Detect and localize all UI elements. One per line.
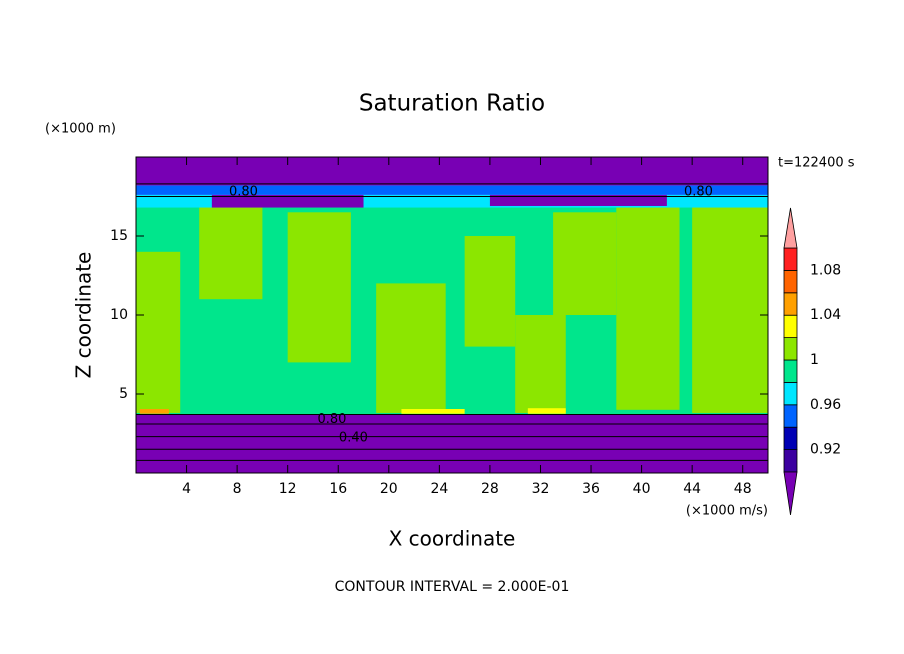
contour-region <box>527 408 566 414</box>
x-tick-label: 8 <box>233 481 242 497</box>
colorbar-tick-label: 0.96 <box>810 397 841 413</box>
y-unit: (×1000 m) <box>45 122 116 137</box>
x-tick-label: 4 <box>182 481 191 497</box>
colorbar-segment <box>783 337 798 361</box>
chart-title: Saturation Ratio <box>359 91 545 117</box>
contour-region <box>376 283 446 413</box>
x-tick-label: 48 <box>734 481 752 497</box>
contour-region <box>692 199 768 413</box>
colorbar-segment <box>783 359 798 383</box>
x-tick-label: 16 <box>329 481 347 497</box>
colorbar-tick-label: 0.92 <box>810 442 841 458</box>
colorbar-segment <box>783 381 798 406</box>
colorbar-segment <box>783 314 798 339</box>
x-tick-label: 40 <box>633 481 651 497</box>
contour-region <box>489 194 667 206</box>
colorbar-segment <box>783 449 798 473</box>
contour-region <box>553 212 617 315</box>
contour-region <box>136 185 768 195</box>
colorbar-segment <box>783 426 798 451</box>
contour-label: 0.80 <box>229 184 258 199</box>
contour-region <box>287 212 351 363</box>
x-unit: (×1000 m/s) <box>686 504 768 519</box>
x-axis-label: X coordinate <box>389 527 516 551</box>
colorbar-under <box>783 471 798 516</box>
contour-region <box>211 194 364 208</box>
colorbar-tick-label: 1.04 <box>810 307 841 323</box>
colorbar-segment <box>783 269 798 294</box>
x-tick-label: 24 <box>430 481 448 497</box>
contour-region <box>616 204 680 410</box>
colorbar-segment <box>783 404 798 428</box>
contour-label: 0.40 <box>339 431 368 446</box>
time-label: t=122400 s <box>778 156 855 171</box>
y-tick-label: 10 <box>110 307 128 323</box>
contour-region <box>136 251 181 413</box>
colorbar-tick-label: 1 <box>810 352 819 368</box>
x-tick-label: 36 <box>582 481 600 497</box>
x-tick-label: 32 <box>532 481 550 497</box>
contour-label: 0.80 <box>684 184 713 199</box>
colorbar-over <box>783 207 798 249</box>
contour-region <box>136 157 768 186</box>
contour-region <box>136 414 768 473</box>
x-tick-label: 28 <box>481 481 499 497</box>
footer: CONTOUR INTERVAL = 2.000E-01 <box>335 579 570 595</box>
y-axis-label: Z coordinate <box>72 252 96 379</box>
colorbar-tick-label: 1.08 <box>810 262 841 278</box>
contour-region <box>464 236 516 347</box>
contour-region <box>401 409 465 414</box>
contour-region <box>515 315 566 413</box>
x-tick-label: 12 <box>279 481 297 497</box>
colorbar-segment <box>783 292 798 316</box>
x-tick-label: 44 <box>683 481 701 497</box>
y-tick-label: 5 <box>119 386 128 402</box>
x-tick-label: 20 <box>380 481 398 497</box>
y-tick-label: 15 <box>110 228 128 244</box>
contour-region <box>199 201 263 300</box>
contour-label: 0.80 <box>317 412 346 427</box>
contour-region <box>139 409 169 414</box>
colorbar-segment <box>783 247 798 271</box>
